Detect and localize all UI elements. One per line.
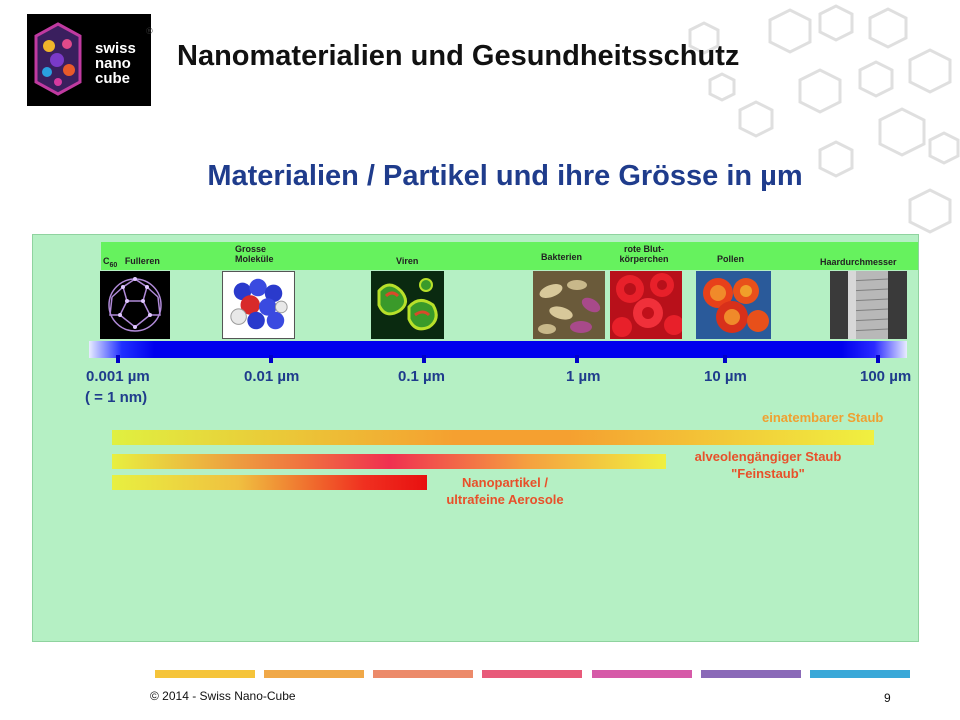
scale-label-1: 1 µm <box>566 368 601 385</box>
nano-line-2: ultrafeine Aerosole <box>446 492 564 507</box>
fullerene-c: C <box>103 256 110 266</box>
category-hair: Haardurchmesser <box>820 257 897 267</box>
scale-note-nm: ( = 1 nm) <box>85 389 148 406</box>
alveolar-line-2: "Feinstaub" <box>731 466 805 481</box>
slide-subtitle: Materialien / Partikel und ihre Grösse i… <box>207 160 803 192</box>
category-label-band <box>101 242 918 270</box>
bacteria-image <box>533 271 605 339</box>
tick-100 <box>876 355 880 363</box>
tick-001 <box>269 355 273 363</box>
background-cube-pattern <box>688 4 960 234</box>
logo-word-cube: cube <box>95 70 131 87</box>
tick-01 <box>422 355 426 363</box>
pollen-image <box>696 271 771 339</box>
category-viruses: Viren <box>396 256 419 266</box>
inhalable-dust-label: einatembarer Staub <box>762 410 884 425</box>
logo-word-swiss: swiss <box>95 40 136 57</box>
alveolar-line-1: alveolengängiger Staub <box>694 449 842 464</box>
scale-label-01: 0.1 µm <box>398 368 445 385</box>
nano-line-1: Nanopartikel / <box>462 475 548 490</box>
page-number: 9 <box>884 691 891 705</box>
category-fullerene: C60 Fulleren <box>103 256 160 271</box>
tick-1 <box>575 355 579 363</box>
blood-line-1: rote Blut- <box>624 244 664 254</box>
page-title: Nanomaterialien und Gesundheitsschutz <box>177 40 740 72</box>
category-bacteria: Bakterien <box>541 252 583 262</box>
molecules-line-2: Moleküle <box>235 254 274 264</box>
tick-10 <box>723 355 727 363</box>
footer-stripe-5 <box>592 670 692 678</box>
scale-label-10: 10 µm <box>704 368 747 385</box>
category-large-molecules: Grosse Moleküle <box>235 244 274 264</box>
size-scale-bar <box>89 341 907 358</box>
category-red-blood-cells: rote Blut- körperchen <box>615 244 673 264</box>
footer-stripe-1 <box>155 670 255 678</box>
logo-word-nano: nano <box>95 55 131 72</box>
category-pollen: Pollen <box>717 254 745 264</box>
tick-0001 <box>116 355 120 363</box>
blood-line-2: körperchen <box>619 254 669 264</box>
scale-label-001: 0.01 µm <box>244 368 300 385</box>
logo-hexagon-icon <box>27 14 89 106</box>
red-blood-cell-image <box>610 271 682 339</box>
large-molecule-image <box>222 271 295 339</box>
scale-label-100: 100 µm <box>860 368 912 385</box>
swiss-nano-cube-logo: swiss nano cube <box>27 14 152 106</box>
logo-wordmark-box <box>89 14 151 106</box>
virus-image <box>371 271 444 339</box>
nanoparticle-label: Nanopartikel / ultrafeine Aerosole <box>410 474 600 508</box>
hair-image <box>830 271 907 339</box>
alveolar-dust-bar <box>112 454 666 469</box>
footer-stripe-2 <box>264 670 364 678</box>
nanoparticle-bar <box>112 475 427 490</box>
footer-stripe-6 <box>701 670 801 678</box>
footer-stripe-3 <box>373 670 473 678</box>
fullerene-image <box>100 271 170 339</box>
alveolar-dust-label: alveolengängiger Staub "Feinstaub" <box>668 448 868 482</box>
footer-copyright: © 2014 - Swiss Nano-Cube <box>150 689 296 703</box>
footer-stripe-4 <box>482 670 582 678</box>
footer-stripe-7 <box>810 670 910 678</box>
molecules-line-1: Grosse <box>235 244 267 254</box>
fullerene-label: Fulleren <box>124 256 160 266</box>
scale-label-0001: 0.001 µm <box>86 368 150 385</box>
fullerene-sub: 60 <box>109 261 118 269</box>
inhalable-dust-bar <box>112 430 874 445</box>
logo-registered-mark: ® <box>146 26 153 36</box>
